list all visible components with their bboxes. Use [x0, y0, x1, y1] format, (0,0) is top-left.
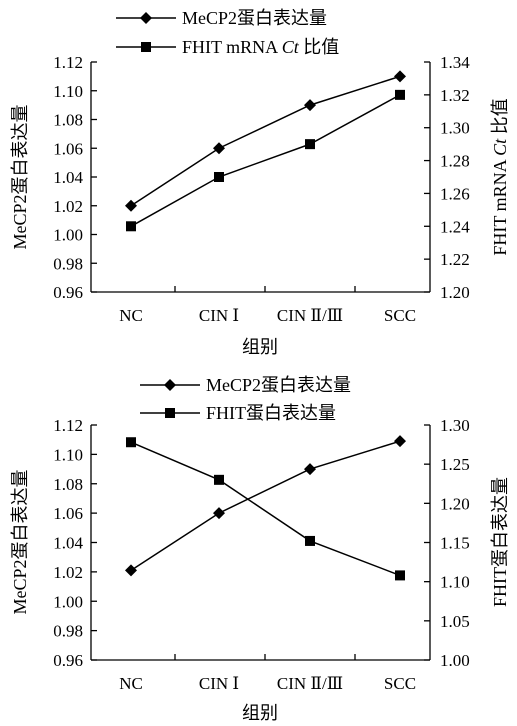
x-category-label: NC — [119, 306, 143, 325]
left-tick-label: 0.98 — [53, 622, 83, 641]
right-tick-label: 1.20 — [440, 494, 470, 513]
left-tick-label: 1.06 — [53, 504, 83, 523]
square-data-point — [126, 221, 136, 232]
left-tick-label: 1.10 — [53, 445, 83, 464]
diamond-data-point — [213, 142, 225, 155]
chart-1-legend-square-marker — [141, 42, 151, 52]
chart-2-right-axis-title: FHIT蛋白表达量 — [490, 477, 510, 607]
left-tick-label: 1.12 — [53, 416, 83, 435]
diamond-data-point — [125, 564, 137, 577]
left-tick-label: 1.10 — [53, 82, 83, 101]
left-tick-label: 0.96 — [53, 283, 83, 302]
x-category-label: CIN Ⅱ/Ⅲ — [277, 306, 343, 325]
right-tick-label: 1.28 — [440, 152, 470, 171]
chart-2-legend: MeCP2蛋白表达量 FHIT蛋白表达量 — [140, 375, 351, 423]
right-tick-label: 1.30 — [440, 119, 470, 138]
right-tick-label: 1.05 — [440, 612, 470, 631]
x-category-label: NC — [119, 674, 143, 693]
diamond-data-point — [304, 99, 316, 112]
chart-2: MeCP2蛋白表达量 FHIT蛋白表达量 0.96 0.98 1.00 1.02 1.0… — [10, 375, 510, 723]
diamond-data-point — [125, 199, 137, 212]
series-line-fhit — [130, 441, 401, 577]
x-category-label: SCC — [384, 674, 416, 693]
chart-2-legend-diamond-marker — [164, 379, 176, 391]
chart-1-legend: MeCP2蛋白表达量 FHIT mRNA Ct 比值 — [116, 8, 339, 57]
left-tick-label: 1.08 — [53, 475, 83, 494]
right-tick-label: 1.15 — [440, 534, 470, 553]
square-data-point — [214, 474, 224, 485]
square-data-point — [395, 89, 405, 100]
series-line-fhit — [130, 94, 401, 227]
chart-2-left-axis-title: MeCP2蛋白表达量 — [10, 469, 30, 614]
right-tick-label: 1.34 — [440, 53, 470, 72]
square-data-point — [305, 139, 315, 150]
chart-1: MeCP2蛋白表达量 FHIT mRNA Ct 比值 0.96 0.98 1.00 1… — [10, 8, 510, 357]
right-tick-label: 1.32 — [440, 86, 470, 105]
right-tick-label: 1.10 — [440, 573, 470, 592]
chart-2-ticks: 0.96 0.98 1.00 1.02 1.04 1.06 1.08 1.10 1.12 1.00… — [53, 416, 470, 693]
right-tick-label: 1.20 — [440, 283, 470, 302]
left-tick-label: 1.00 — [53, 226, 83, 245]
chart-2-legend-square-marker — [165, 408, 175, 418]
left-tick-label: 1.02 — [53, 563, 83, 582]
left-tick-label: 1.08 — [53, 111, 83, 130]
chart-1-legend-diamond-marker — [140, 12, 152, 24]
chart-2-legend-fhit-label: FHIT蛋白表达量 — [206, 403, 336, 423]
left-tick-label: 1.06 — [53, 139, 83, 158]
chart-2-legend-mecp2-label: MeCP2蛋白表达量 — [206, 375, 351, 395]
right-tick-label: 1.00 — [440, 651, 470, 670]
x-category-label: CIN Ⅰ — [199, 674, 239, 693]
chart-1-legend-fhit-label: FHIT mRNA Ct 比值 — [182, 37, 339, 57]
left-tick-label: 0.96 — [53, 651, 83, 670]
diamond-data-point — [304, 463, 316, 476]
left-tick-label: 0.98 — [53, 254, 83, 273]
series-line-mecp2 — [130, 440, 401, 572]
left-tick-label: 1.02 — [53, 197, 83, 216]
left-tick-label: 1.00 — [53, 592, 83, 611]
left-tick-label: 1.04 — [53, 534, 83, 553]
square-data-point — [214, 172, 224, 182]
x-category-label: SCC — [384, 306, 416, 325]
right-tick-label: 1.25 — [440, 455, 470, 474]
diamond-data-point — [213, 507, 225, 520]
square-data-point — [395, 570, 405, 581]
chart-1-legend-mecp2-label: MeCP2蛋白表达量 — [182, 8, 327, 28]
chart-2-series — [125, 435, 406, 581]
chart-1-left-axis-title: MeCP2蛋白表达量 — [10, 104, 30, 249]
right-tick-label: 1.30 — [440, 416, 470, 435]
right-tick-label: 1.22 — [440, 250, 470, 269]
chart-2-x-axis-title: 组别 — [242, 703, 278, 723]
square-data-point — [305, 535, 315, 546]
chart-1-x-axis-title: 组别 — [242, 337, 278, 357]
chart-1-right-axis-title: FHIT mRNA Ct 比值 — [490, 98, 510, 255]
series-line-mecp2 — [130, 75, 401, 207]
left-tick-label: 1.12 — [53, 53, 83, 72]
right-tick-label: 1.24 — [440, 217, 470, 236]
square-data-point — [126, 437, 136, 448]
x-category-label: CIN Ⅱ/Ⅲ — [277, 674, 343, 693]
right-tick-label: 1.26 — [440, 184, 470, 203]
diamond-data-point — [394, 70, 406, 83]
chart-1-series — [125, 70, 406, 232]
x-category-label: CIN Ⅰ — [199, 306, 239, 325]
chart-1-ticks: 0.96 0.98 1.00 1.02 1.04 1.06 1.08 1.10 1.12 1.20… — [53, 53, 470, 325]
diamond-data-point — [394, 435, 406, 448]
left-tick-label: 1.04 — [53, 168, 83, 187]
